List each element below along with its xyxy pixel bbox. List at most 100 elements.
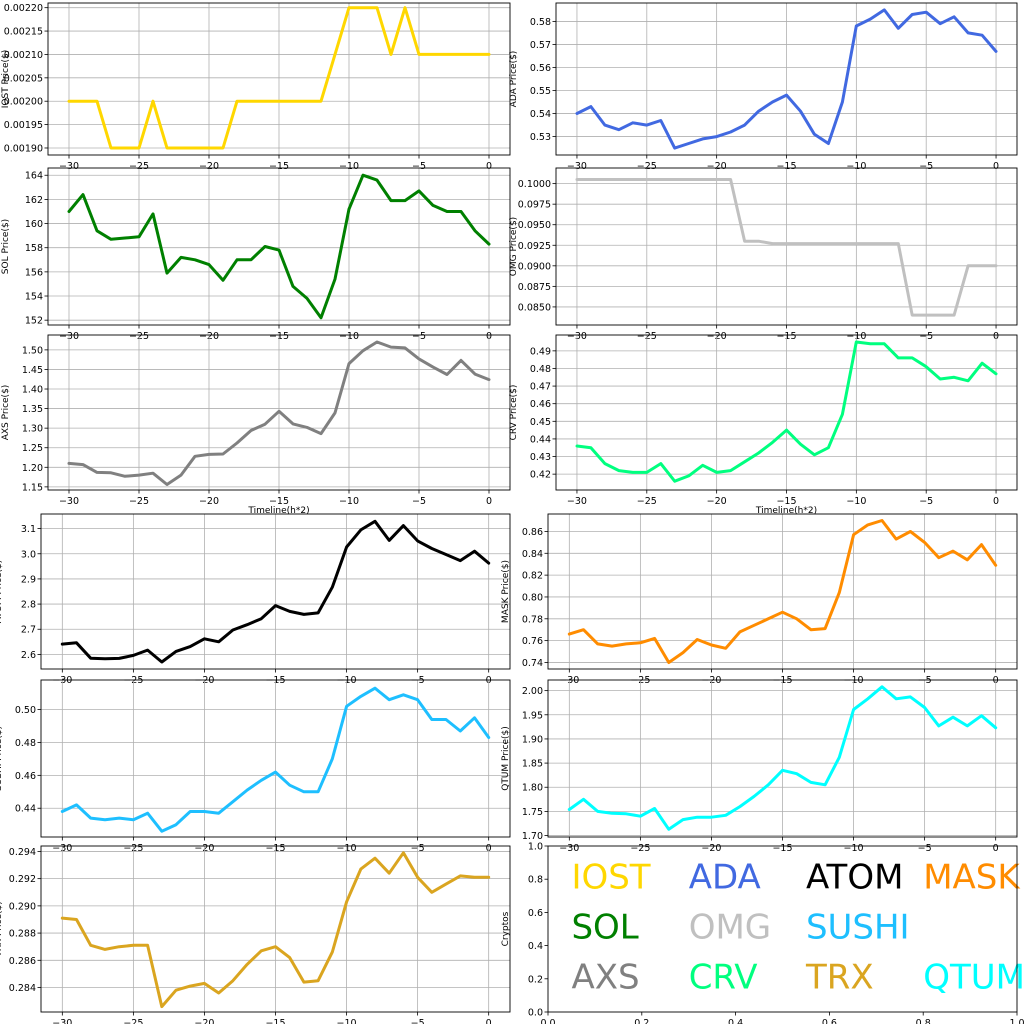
x-tick-label: −25: [637, 161, 657, 172]
y-tick-label: 0.49: [530, 346, 551, 357]
y-tick-label: 1.80: [522, 783, 543, 794]
x-axis-label: Timeline(h*2): [247, 506, 309, 516]
y-axis-label: SOL Price($): [1, 219, 11, 274]
series-line-qtum: [567, 685, 998, 831]
y-tick-label: 0.82: [522, 571, 543, 582]
chart-atom: 2.62.72.82.93.03.1−30−25−20−15−10−50ATOM…: [0, 513, 511, 686]
y-tick-label: 0.78: [522, 614, 543, 625]
x-tick-label: −30: [559, 843, 579, 854]
legend-entry-ada: ADA: [689, 858, 761, 898]
y-tick-label: 3.0: [21, 549, 36, 560]
x-tick-label: 0: [993, 161, 999, 172]
series-line-sushi: [60, 686, 491, 833]
y-tick-label: 1.40: [22, 385, 43, 396]
chart-crv: 0.42 0.43 0.44 0.45 0.46 0.47 0.48 0.49 −30 −25 −2…: [509, 334, 1018, 516]
y-tick-label: 0.0875: [518, 282, 551, 293]
y-tick-label: 154: [25, 292, 43, 303]
y-tick-label: 0.80: [522, 592, 543, 603]
y-tick-label: 160: [25, 219, 43, 230]
x-tick-label: −20: [707, 161, 727, 172]
y-tick-label: 0.55: [530, 86, 551, 97]
y-tick-label: 0.0: [528, 1008, 543, 1019]
y-tick-label: 0.0900: [518, 261, 551, 272]
x-tick-label: −5: [919, 496, 933, 507]
y-tick-label: 0.286: [9, 956, 36, 967]
legend-entry-atom: ATOM: [806, 858, 903, 898]
y-axis-label: ATOM Price($): [0, 560, 4, 623]
legend-entry-crv: CRV: [689, 957, 758, 997]
x-tick-label: −30: [59, 161, 79, 172]
x-tick-label: 0: [486, 496, 492, 507]
x-tick-label: 0.8: [916, 1018, 931, 1024]
y-tick-label: 0.284: [9, 983, 36, 994]
y-tick-label: 0.46: [530, 399, 551, 410]
y-tick-label: 0.294: [9, 847, 36, 858]
x-tick-label: −15: [772, 843, 792, 854]
series-line-mask: [567, 519, 998, 664]
legend-entry-trx: TRX: [805, 957, 874, 997]
axes-frame: [555, 2, 1018, 156]
x-tick-label: −25: [637, 496, 657, 507]
y-tick-label: 0.00205: [4, 73, 43, 84]
series-line-crv: [575, 340, 998, 483]
x-tick-label: −5: [919, 161, 933, 172]
y-tick-label: 3.1: [21, 524, 36, 535]
y-tick-label: 1.20: [22, 463, 43, 474]
y-tick-label: 0.56: [530, 63, 551, 74]
legend-entry-iost: IOST: [571, 858, 650, 898]
chart-qtum: 1.70 1.75 1.80 1.85 1.90 1.95 2.00 −30 −25 −20 −15…: [501, 679, 1018, 854]
series-line-iost: [67, 6, 491, 150]
y-tick-label: 0.290: [9, 901, 36, 912]
y-tick-label: 0.2: [528, 974, 543, 985]
y-tick-label: 2.9: [21, 574, 36, 585]
x-tick-label: −15: [265, 1018, 285, 1024]
x-tick-label: 0.0: [540, 1018, 555, 1024]
y-tick-label: 0.292: [9, 874, 36, 885]
y-axis-label: ADA Price($): [509, 51, 519, 108]
y-tick-label: 1.85: [522, 759, 543, 770]
series-line-sol: [67, 173, 491, 320]
x-tick-label: −15: [776, 496, 796, 507]
y-axis-label: IOST Price($): [1, 50, 11, 109]
y-tick-label: 2.7: [21, 625, 36, 636]
x-tick-label: 0.4: [728, 1018, 743, 1024]
x-tick-label: −25: [129, 496, 149, 507]
axes-frame: [40, 679, 511, 838]
axes-frame: [547, 513, 1018, 670]
y-tick-label: 1.75: [522, 807, 543, 818]
y-tick-label: 158: [25, 243, 43, 254]
x-tick-label: 0.2: [634, 1018, 649, 1024]
legend-entry-mask: MASK: [923, 858, 1021, 898]
y-tick-label: 0.00220: [4, 3, 43, 14]
y-tick-label: 0.4: [528, 941, 543, 952]
axes-frame: [40, 513, 511, 670]
y-tick-label: 0.00210: [4, 50, 43, 61]
x-tick-label: −25: [630, 843, 650, 854]
y-tick-label: 0.6: [528, 908, 543, 919]
y-tick-label: 2.8: [21, 600, 36, 611]
axes-frame: [40, 845, 511, 1013]
y-tick-label: 0.47: [530, 382, 551, 393]
x-tick-label: −15: [776, 161, 796, 172]
y-axis-label: QTUM Price($): [501, 726, 511, 791]
y-axis-label: CRV Price($): [509, 385, 519, 441]
y-axis-label: MASK Price($): [501, 560, 511, 623]
y-axis-label: TRX Price($): [0, 901, 4, 957]
x-tick-label: −30: [567, 496, 587, 507]
x-tick-label: −10: [339, 161, 359, 172]
y-tick-label: 1.0: [528, 842, 543, 853]
x-tick-label: −30: [52, 1018, 72, 1024]
y-tick-label: 0.0850: [518, 302, 551, 313]
y-tick-label: 0.48: [530, 364, 551, 375]
y-tick-label: 1.90: [522, 734, 543, 745]
x-tick-label: −15: [269, 161, 289, 172]
x-tick-label: −20: [701, 843, 721, 854]
y-tick-label: 0.74: [522, 658, 543, 669]
y-tick-label: 2.00: [522, 686, 543, 697]
legend-entry-omg: OMG: [689, 908, 771, 948]
x-tick-label: −25: [123, 1018, 143, 1024]
y-tick-label: 0.43: [530, 452, 551, 463]
y-axis-label: SUSHI Price($): [0, 726, 4, 791]
x-tick-label: 0.6: [822, 1018, 837, 1024]
x-tick-label: −15: [269, 496, 289, 507]
